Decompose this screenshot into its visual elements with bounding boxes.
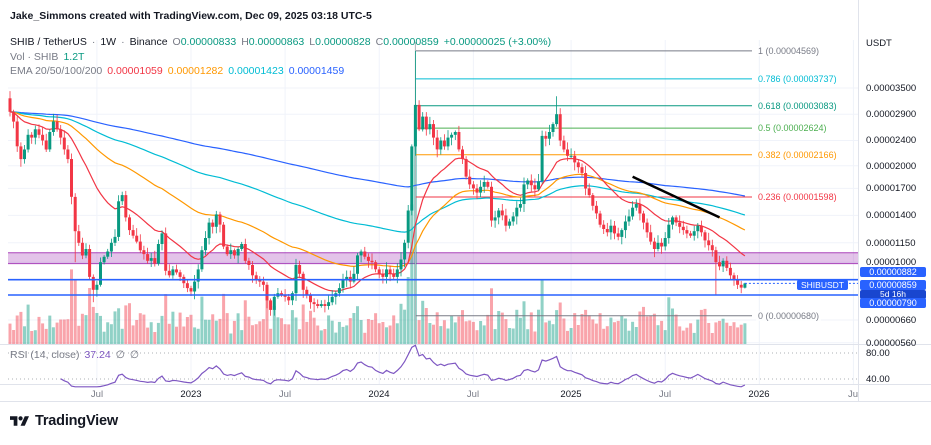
- price-axis-label: 0.00002900: [866, 109, 917, 120]
- ema20-value: 0.00001059: [107, 65, 163, 77]
- symbol-legend[interactable]: SHIB / TetherUS · 1W · Binance O0.000008…: [10, 36, 551, 48]
- rsi-pane: [8, 344, 858, 388]
- price-axis-label: 0.00000560: [866, 338, 917, 349]
- volume-label: Vol · SHIB: [10, 51, 59, 63]
- ema-lines: [9, 111, 746, 292]
- ema100-value: 0.00001423: [228, 65, 284, 77]
- ohlc-high: H0.00000863: [241, 36, 304, 48]
- pane-dividers: [0, 0, 931, 402]
- price-axis-label: 0.00000660: [866, 315, 917, 326]
- time-axis-label: 2025: [560, 389, 582, 400]
- alert-price-badge-upper: 0.00000882: [860, 267, 926, 277]
- tradingview-logo-icon: [10, 415, 29, 426]
- time-axis-label: 2024: [368, 389, 390, 400]
- tradingview-logo-text: TradingView: [35, 413, 118, 429]
- attribution-text: Jake_Simmons created with TradingView.co…: [10, 10, 372, 22]
- ohlc-open: O0.00000833: [173, 36, 237, 48]
- change-value: +0.00000025 (+3.00%): [443, 36, 552, 48]
- volume-bars: [8, 120, 747, 345]
- rsi-axis-upper-label: 80.00: [866, 348, 890, 359]
- tradingview-logo[interactable]: TradingView: [10, 413, 118, 429]
- symbol-title: SHIB / TetherUS: [10, 36, 87, 48]
- price-axis-label: 0.00001400: [866, 210, 917, 221]
- current-price-badge: 0.00000859: [860, 280, 926, 290]
- volume-value: 1.2T: [63, 51, 85, 63]
- open-letter: O: [172, 36, 181, 48]
- candles: [8, 50, 747, 316]
- time-axis-label: 2026: [748, 389, 770, 400]
- low-value: 0.00000828: [315, 36, 371, 48]
- price-axis-label: 0.00001150: [866, 238, 916, 249]
- ohlc-low: L0.00000828: [309, 36, 370, 48]
- time-axis-label: Jul: [90, 389, 104, 400]
- time-axis-label: Ju: [847, 389, 859, 400]
- ohlc-close: C0.00000859: [376, 36, 439, 48]
- price-axis-label: 0.00001700: [866, 183, 917, 194]
- low-letter: L: [309, 36, 316, 48]
- fib-retracement-lines: [414, 42, 752, 344]
- time-axis-label: 2023: [180, 389, 202, 400]
- high-value: 0.00000863: [248, 36, 305, 48]
- ema-label: EMA 20/50/100/200: [10, 65, 103, 77]
- rsi-label: RSI (14, close): [10, 349, 80, 361]
- price-axis-label: 0.00001000: [866, 257, 917, 268]
- volume-legend[interactable]: Vol · SHIB 1.2T: [10, 51, 84, 63]
- alert-price-badge-lower: 0.00000790: [860, 298, 926, 308]
- price-axis-label: 0.00003500: [866, 83, 917, 94]
- price-axis[interactable]: USDT 0.00003500 0.00002900 0.00002400 0.000…: [859, 0, 931, 400]
- symbol-price-pill: SHIBUSDT: [797, 280, 848, 290]
- price-axis-label: 0.00002000: [866, 161, 917, 172]
- time-axis[interactable]: Jul 2023 Jul 2024 Jul 2025 Jul 2026 Ju: [0, 386, 931, 402]
- attribution-label: Jake_Simmons created with TradingView.co…: [10, 10, 372, 22]
- close-letter: C: [375, 36, 384, 48]
- legend-separator: ·: [121, 36, 125, 48]
- legend-separator: ·: [91, 36, 96, 48]
- rsi-axis-lower-label: 40.00: [866, 374, 890, 385]
- time-axis-label: Jul: [466, 389, 480, 400]
- time-axis-label: Jul: [658, 389, 672, 400]
- trendline: [632, 175, 721, 219]
- support-zone: [8, 252, 858, 265]
- rsi-hidden-2: ∅: [129, 349, 140, 361]
- open-value: 0.00000833: [180, 36, 237, 48]
- axis-unit-label: USDT: [866, 38, 892, 49]
- ema200-value: 0.00001459: [288, 65, 345, 77]
- close-value: 0.00000859: [383, 36, 439, 48]
- bar-countdown-badge: 5d 16h: [860, 290, 926, 299]
- ema-legend[interactable]: EMA 20/50/100/200 0.00001059 0.00001282 …: [10, 65, 344, 77]
- grid-lines: [8, 40, 858, 384]
- time-axis-label: Jul: [278, 389, 292, 400]
- ema50-value: 0.00001282: [167, 65, 224, 77]
- alert-lines: [8, 278, 858, 296]
- rsi-legend[interactable]: RSI (14, close) 37.24 ∅ ∅: [10, 349, 139, 361]
- exchange-label: Binance: [129, 36, 168, 48]
- rsi-hidden-1: ∅: [115, 349, 125, 361]
- rsi-value: 37.24: [84, 349, 111, 361]
- price-axis-label: 0.00002400: [866, 135, 917, 146]
- interval-label: 1W: [100, 36, 117, 48]
- high-letter: H: [241, 36, 249, 48]
